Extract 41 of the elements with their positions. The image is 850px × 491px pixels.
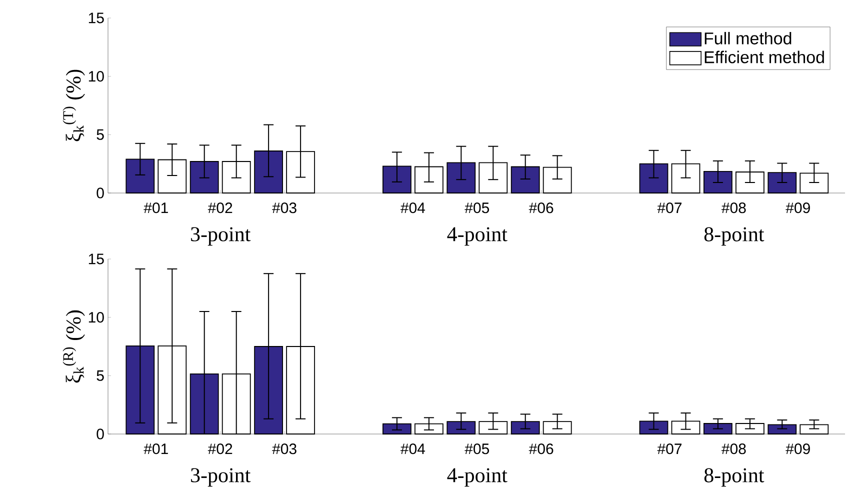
bar [703, 423, 732, 434]
text: 4-point [447, 227, 508, 246]
x-tick-label: #04 [400, 202, 426, 214]
x-tick-label: #01 [144, 202, 168, 214]
y-tick-label: 5 [96, 129, 104, 140]
x-tick-label: #05 [464, 202, 490, 214]
text: 8-point [704, 468, 764, 487]
x-tick-label: #08 [721, 202, 746, 214]
y-tick-label: 10 [88, 312, 104, 323]
bar [735, 423, 764, 434]
legend-label: Full method [704, 32, 792, 44]
bar [768, 424, 797, 434]
y-tick-label: 0 [96, 428, 104, 440]
x-tick-label: #06 [528, 444, 554, 454]
x-tick-label: #08 [721, 444, 746, 454]
bar [158, 159, 187, 194]
y-tick-label: 15 [88, 12, 104, 24]
x-tick-label: #02 [208, 444, 232, 454]
x-tick-label: #03 [272, 202, 296, 214]
y-tick-label: 5 [96, 370, 104, 381]
text: 4-point [447, 468, 508, 487]
x-tick-label: #09 [786, 202, 810, 214]
text: 3-point [191, 468, 251, 487]
x-tick-label: #09 [786, 444, 810, 454]
y-axis-title: ξ$_{k}$$^{(T)}$ (%) [62, 70, 85, 142]
y-axis-title: ξ$_{k}$$^{(R)}$ (%) [62, 310, 85, 383]
y-tick-label: 0 [96, 188, 104, 198]
x-tick-label: #05 [464, 444, 490, 454]
bar [800, 424, 829, 434]
x-tick-label: #04 [400, 444, 426, 454]
legend-label: Efficient method [704, 50, 824, 64]
y-tick-label: 10 [88, 71, 104, 82]
x-tick-label: #06 [528, 202, 554, 214]
x-tick-label: #07 [657, 444, 682, 454]
text: 3-point [191, 227, 251, 246]
x-tick-label: #07 [657, 202, 682, 214]
x-tick-label: #02 [208, 202, 232, 214]
x-tick-label: #01 [144, 444, 168, 454]
text: 8-point [704, 227, 764, 246]
x-tick-label: #03 [272, 444, 296, 454]
y-tick-label: 15 [88, 254, 104, 264]
